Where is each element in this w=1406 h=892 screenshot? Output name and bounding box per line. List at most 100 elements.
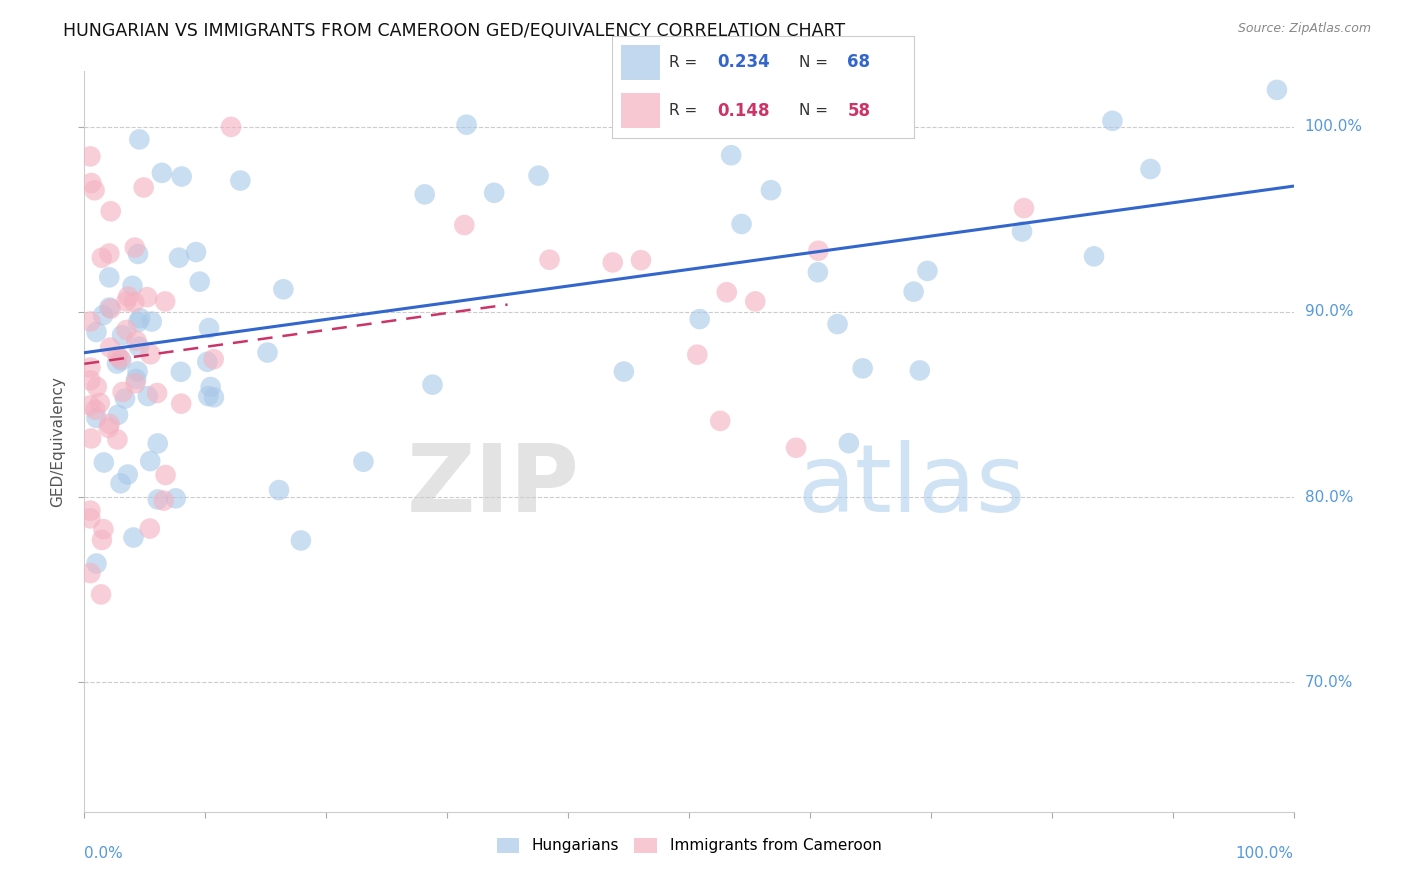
Point xyxy=(90,533,112,547)
Text: 68: 68 xyxy=(848,54,870,71)
Point xyxy=(267,483,290,497)
Text: 0.234: 0.234 xyxy=(717,54,770,71)
Point xyxy=(538,252,561,267)
Point xyxy=(91,308,114,322)
Point xyxy=(100,204,122,219)
Point xyxy=(1083,249,1105,263)
Point xyxy=(744,294,766,309)
Point xyxy=(132,180,155,194)
Text: 0.0%: 0.0% xyxy=(84,847,124,862)
Point xyxy=(121,278,143,293)
Point xyxy=(527,169,550,183)
Point xyxy=(200,380,222,394)
Point xyxy=(720,148,742,162)
Point xyxy=(86,410,108,425)
Point xyxy=(146,492,169,507)
Point xyxy=(110,476,132,491)
Point xyxy=(141,314,163,328)
Point xyxy=(202,352,225,367)
Point xyxy=(1012,201,1035,215)
Text: 100.0%: 100.0% xyxy=(1305,120,1362,135)
Point xyxy=(413,187,436,202)
Point xyxy=(1011,225,1033,239)
Text: atlas: atlas xyxy=(797,440,1026,532)
Point xyxy=(115,294,138,309)
Point xyxy=(86,380,108,394)
Point xyxy=(122,295,145,310)
Point xyxy=(1265,83,1288,97)
Bar xyxy=(620,45,659,79)
Point xyxy=(422,377,444,392)
Point xyxy=(139,454,162,468)
Point xyxy=(353,455,375,469)
Point xyxy=(127,364,149,378)
Point xyxy=(202,390,225,404)
Point xyxy=(97,421,120,435)
Text: 70.0%: 70.0% xyxy=(1305,674,1353,690)
Point xyxy=(453,218,475,232)
Point xyxy=(256,345,278,359)
Point xyxy=(98,341,121,355)
Point xyxy=(165,491,187,506)
Point xyxy=(146,386,169,401)
Text: N =: N = xyxy=(799,103,832,118)
Point xyxy=(79,511,101,525)
Point xyxy=(79,149,101,163)
Point xyxy=(139,522,162,536)
Text: R =: R = xyxy=(669,103,702,118)
Point xyxy=(124,241,146,255)
Point xyxy=(80,176,103,190)
Point xyxy=(79,503,101,517)
Point xyxy=(167,251,190,265)
Point xyxy=(105,357,128,371)
Point xyxy=(107,408,129,422)
Point xyxy=(86,557,108,571)
Point xyxy=(170,365,193,379)
Point xyxy=(128,340,150,354)
Point xyxy=(838,436,860,450)
Point xyxy=(98,417,121,431)
Point xyxy=(807,265,830,279)
Point xyxy=(602,255,624,269)
Point xyxy=(100,301,122,316)
Point xyxy=(155,468,177,483)
Legend: Hungarians, Immigrants from Cameroon: Hungarians, Immigrants from Cameroon xyxy=(491,831,887,860)
Point xyxy=(150,166,173,180)
Point xyxy=(273,282,295,296)
Point xyxy=(730,217,752,231)
Point xyxy=(122,531,145,545)
Point xyxy=(129,311,152,326)
Point xyxy=(827,317,849,331)
Point xyxy=(170,397,193,411)
Text: 90.0%: 90.0% xyxy=(1305,304,1353,319)
Point xyxy=(903,285,925,299)
Point xyxy=(125,372,148,386)
Point xyxy=(111,328,134,343)
Point xyxy=(114,392,136,406)
Point xyxy=(83,183,105,197)
Point xyxy=(107,349,129,363)
Point xyxy=(127,315,149,329)
Point xyxy=(170,169,193,184)
Point xyxy=(98,301,121,315)
Point xyxy=(807,244,830,258)
Point xyxy=(1139,162,1161,177)
Point xyxy=(229,173,252,187)
Text: R =: R = xyxy=(669,54,702,70)
Text: N =: N = xyxy=(799,54,832,70)
Point xyxy=(197,389,219,403)
Point xyxy=(1101,113,1123,128)
Point xyxy=(188,275,211,289)
Point xyxy=(110,351,132,366)
Point xyxy=(152,493,174,508)
Point xyxy=(917,264,939,278)
Point xyxy=(84,402,107,417)
Point xyxy=(290,533,312,548)
Point xyxy=(110,353,132,368)
Point xyxy=(111,384,134,399)
Point xyxy=(136,290,159,304)
Point xyxy=(153,294,176,309)
Point xyxy=(852,361,875,376)
Point xyxy=(219,120,242,134)
Point xyxy=(908,363,931,377)
